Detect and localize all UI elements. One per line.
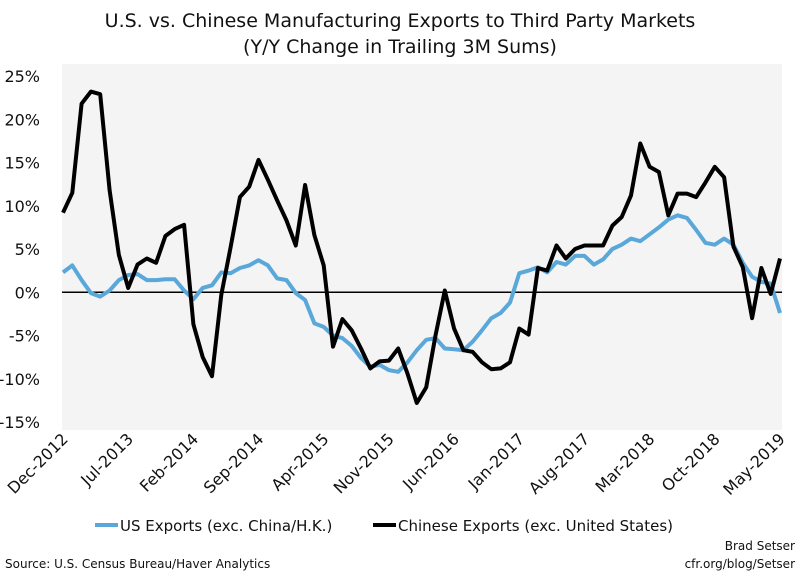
x-tick-label: Feb-2014: [136, 429, 202, 495]
x-tick-label: Sep-2014: [200, 429, 268, 497]
series-line-chinese-exports: [61, 89, 782, 405]
source-note: Source: U.S. Census Bureau/Haver Analyti…: [5, 557, 270, 571]
x-tick-label: Aug-2017: [525, 429, 593, 497]
y-tick-label: 0%: [15, 283, 40, 302]
series-line-us-exports: [61, 213, 782, 374]
y-tick-label: -15%: [0, 413, 40, 432]
legend-label-china: Chinese Exports (exc. United States): [398, 517, 673, 535]
y-tick-label: 25%: [4, 67, 40, 86]
x-tick-label: Oct-2018: [658, 429, 724, 495]
series-lines: [61, 89, 782, 405]
x-tick-label: Dec-2012: [4, 429, 72, 497]
y-tick-label: 15%: [4, 154, 40, 173]
y-tick-label: 20%: [4, 110, 40, 129]
chart-title: U.S. vs. Chinese Manufacturing Exports t…: [105, 10, 696, 32]
plot-area: [62, 64, 782, 430]
x-tick-label: Nov-2015: [330, 429, 398, 497]
author-name: Brad Setser: [725, 539, 795, 553]
y-tick-label: -5%: [9, 327, 40, 346]
legend: US Exports (exc. China/H.K.) Chinese Exp…: [95, 517, 673, 535]
x-tick-label: May-2019: [719, 429, 789, 499]
x-tick-label: Jan-2017: [464, 429, 528, 493]
x-tick-label: Mar-2018: [592, 429, 659, 496]
y-tick-label: -10%: [0, 370, 40, 389]
x-tick-label: Apr-2015: [267, 429, 332, 494]
y-tick-label: 10%: [4, 197, 40, 216]
chart-subtitle: (Y/Y Change in Trailing 3M Sums): [243, 36, 557, 58]
y-axis: 25% 20% 15% 10% 5% 0% -5% -10% -15%: [0, 67, 40, 432]
y-tick-label: 5%: [15, 240, 40, 259]
author-website: cfr.org/blog/Setser: [685, 557, 795, 571]
x-tick-label: Jul-2013: [76, 429, 137, 490]
legend-label-us: US Exports (exc. China/H.K.): [120, 517, 332, 535]
x-tick-label: Jun-2016: [398, 429, 463, 494]
